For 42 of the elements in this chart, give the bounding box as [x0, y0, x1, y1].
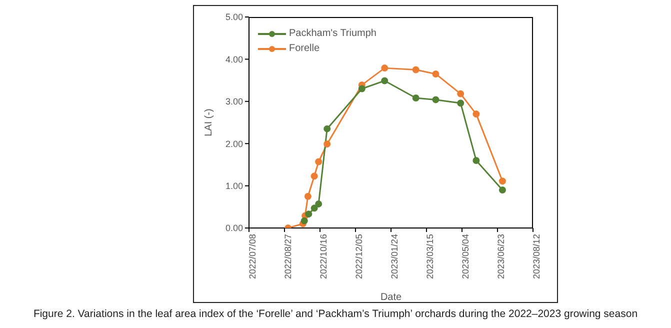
point	[324, 140, 331, 148]
y-tick-label: 5.00	[225, 12, 243, 22]
x-tick-label: 2022/12/05	[354, 234, 364, 280]
y-tick-label: 0.00	[225, 223, 243, 234]
point	[498, 178, 506, 185]
point	[472, 110, 480, 118]
y-tick-label: 2.00	[225, 138, 243, 149]
point	[358, 85, 366, 92]
x-axis-title: Date	[380, 292, 402, 303]
point	[412, 94, 420, 102]
x-tick-label: 2023/01/24	[389, 234, 400, 280]
point	[300, 217, 308, 224]
x-tick-label: 2023/06/23	[496, 234, 506, 280]
legend-label: Packham's Triumph	[289, 28, 376, 39]
point	[310, 172, 318, 180]
y-tick-label: 3.00	[225, 96, 243, 107]
point	[381, 77, 388, 84]
point	[381, 64, 388, 72]
point	[310, 204, 318, 212]
point	[457, 100, 464, 107]
caption: Figure 2. Variations in the leaf area index of the ‘Forelle’ and ‘Packham’s Triumph’ orchards during the 2022–2023 growing season	[32, 308, 639, 320]
y-tick-label: 1.00	[225, 180, 243, 191]
x-tick-label: 2022/07/08	[247, 234, 258, 280]
x-tick-label: 2022/08/27	[282, 234, 293, 280]
point	[412, 66, 420, 74]
point	[498, 186, 506, 194]
point	[472, 156, 480, 164]
point	[315, 200, 322, 208]
x-tick-label: 2022/10/16	[318, 234, 328, 280]
x-tick-label: 2023/03/15	[424, 234, 435, 280]
y-tick-label: 4.00	[225, 54, 243, 64]
x-tick-label: 2023/05/04	[460, 234, 470, 280]
legend-label: Forelle	[289, 43, 320, 54]
point	[305, 210, 312, 218]
point	[432, 70, 440, 78]
y-axis-title: LAI (-)	[204, 108, 215, 136]
point	[457, 90, 464, 98]
x-tick-label: 2023/08/12	[531, 234, 542, 280]
point	[324, 125, 331, 132]
point	[315, 158, 322, 166]
point	[304, 192, 312, 200]
point	[432, 96, 440, 104]
